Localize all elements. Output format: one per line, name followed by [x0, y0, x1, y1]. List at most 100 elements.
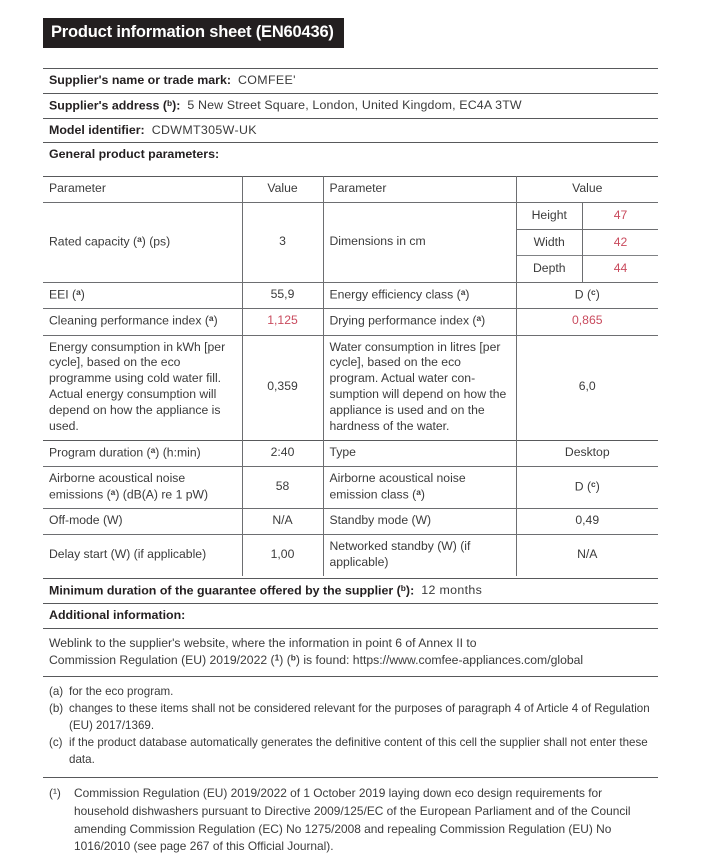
dimension-row-width: Width 42	[516, 228, 658, 256]
row-cleaning-performance: Cleaning performance index (a) 1,125 Dry…	[43, 308, 658, 336]
networked-standby-label: Networked standby (W) (if applicable)	[329, 539, 471, 570]
water-consumption-value: 6,0	[578, 379, 596, 394]
guarantee-and-notes-block: Minimum duration of the guarantee offere…	[43, 578, 658, 864]
supplier-name-value: COMFEE'	[237, 73, 296, 87]
footnote-marker-b: b	[400, 583, 406, 593]
footnote-a-text: for the eco program.	[69, 685, 174, 699]
energy-class-value: D (c)	[574, 286, 600, 302]
product-parameters-table: Parameter Value Parameter Value Rated ca…	[43, 176, 658, 576]
weblink-line-1: Weblink to the supplier's website, where…	[49, 635, 477, 650]
supplier-address-label: Supplier's address (b):	[49, 97, 181, 113]
footnote-marker-a: a	[110, 486, 116, 497]
dimension-value-height: 47	[613, 207, 628, 222]
type-label: Type	[329, 444, 356, 459]
footnote-marker-a: (a)	[49, 685, 64, 699]
delay-start-value: 1,00	[270, 547, 295, 562]
footnote-marker-a: a	[208, 313, 214, 324]
cleaning-index-label: Cleaning performance index (a)	[49, 313, 218, 328]
weblink-line-2: Commission Regulation (EU) 2019/2022 (1)…	[49, 652, 584, 667]
regulation-note-text: Commission Regulation (EU) 2019/2022 of …	[74, 785, 631, 854]
regulation-note-block: (¹) Commission Regulation (EU) 2019/2022 …	[43, 776, 658, 864]
general-parameters-row: General product parameters:	[43, 142, 658, 167]
supplier-address-row: Supplier's address (b): 5 New Street Squ…	[43, 92, 658, 118]
noise-class-label: Airborne acoustical noise emission class…	[329, 471, 466, 502]
regulation-note: (¹) Commission Regulation (EU) 2019/2022 …	[49, 785, 652, 856]
dimension-row-height: Height 47	[516, 202, 659, 229]
page-title: Product information sheet (EN60436)	[43, 18, 344, 48]
row-delay-start: Delay start (W) (if applicable) 1,00 Net…	[43, 534, 658, 576]
footnote-c: (c) if the product database automatically…	[49, 735, 652, 769]
row-rated-capacity: Rated capacity (a) (ps) 3 Dimensions in …	[43, 202, 659, 283]
footnote-marker-b: b	[166, 97, 173, 108]
footnote-marker-c: c	[591, 286, 596, 297]
program-duration-label: Program duration (a) (h:min)	[49, 444, 201, 460]
rated-capacity-value: 3	[279, 233, 286, 248]
row-program-duration: Program duration (a) (h:min) 2:40 Type D…	[43, 439, 658, 467]
supplier-name-label: Supplier's name or trade mark:	[49, 73, 231, 87]
drying-index-value: 0,865	[572, 313, 603, 328]
energy-consumption-label: Energy consumption in kWh [per cycle], b…	[49, 339, 226, 433]
row-eei: EEI (a) 55,9 Energy efficiency class (a)…	[43, 281, 658, 309]
footnote-marker-a: a	[137, 233, 142, 244]
dimensions-label: Dimensions in cm	[329, 233, 426, 248]
off-mode-label: Off-mode (W)	[49, 513, 123, 528]
eei-value: 55,9	[270, 287, 295, 302]
delay-start-label: Delay start (W) (if applicable)	[49, 547, 207, 562]
table-header-row: Parameter Value Parameter Value	[43, 176, 658, 203]
weblink-url[interactable]: ) is found: https://www.comfee-appliance…	[295, 652, 584, 667]
header-parameter-1: Parameter	[49, 181, 106, 195]
energy-consumption-value: 0,359	[267, 379, 298, 394]
footnote-b-text: changes to these items shall not be cons…	[69, 702, 650, 733]
dimension-label-width: Width	[516, 228, 583, 256]
model-identifier-label: Model identifier:	[49, 122, 145, 137]
footnote-marker-b: (b)	[49, 702, 64, 716]
footnote-marker-a: a	[460, 286, 466, 297]
networked-standby-value: N/A	[577, 547, 598, 562]
noise-class-value: D (c)	[574, 478, 600, 494]
row-energy-water-consumption: Energy consumption in kWh [per cycle], b…	[43, 334, 658, 441]
footnote-marker-a: a	[416, 486, 421, 497]
noise-emissions-label: Airborne acoustical noise emissions (a) …	[49, 471, 209, 502]
guarantee-value: 12 months	[421, 583, 483, 598]
footnote-marker-1: 1	[274, 652, 280, 663]
footnote-marker-a: a	[476, 313, 482, 324]
row-acoustical-noise: Airborne acoustical noise emissions (a) …	[43, 466, 658, 509]
dimension-value-width: 42	[582, 228, 658, 256]
weblink-row: Weblink to the supplier's website, where…	[43, 627, 658, 677]
additional-information-row: Additional information:	[43, 603, 658, 628]
header-value-2: Value	[572, 181, 603, 195]
footnote-marker-b: b	[290, 652, 296, 663]
footnote-marker-c: c	[591, 478, 596, 489]
water-consumption-label: Water consumption in litres [per cycle],…	[329, 339, 507, 433]
energy-class-label: Energy efficiency class (a)	[329, 286, 470, 302]
cleaning-index-value: 1,125	[267, 313, 298, 328]
standby-mode-value: 0,49	[575, 513, 600, 528]
additional-information-label: Additional information:	[49, 608, 186, 623]
footnotes-block: (a) for the eco program. (b) changes to th…	[43, 676, 658, 777]
noise-emissions-value: 58	[275, 479, 290, 494]
eei-label: EEI (a)	[49, 286, 85, 302]
dimension-label-depth: Depth	[516, 255, 583, 282]
footnote-a: (a) for the eco program.	[49, 684, 652, 701]
model-identifier-value: CDWMT305W-UK	[151, 122, 257, 137]
footnote-marker-a: a	[150, 444, 156, 455]
supplier-name-row: Supplier's name or trade mark: COMFEE'	[43, 68, 658, 93]
footnote-b: (b) changes to these items shall not be c…	[49, 701, 652, 735]
program-duration-value: 2:40	[270, 444, 295, 459]
type-value: Desktop	[564, 444, 610, 459]
footnote-marker-c: (c)	[49, 735, 63, 749]
general-parameters-label: General product parameters:	[49, 147, 220, 162]
footnote-c-text: if the product database automatically ge…	[69, 735, 648, 766]
standby-mode-label: Standby mode (W)	[329, 513, 432, 528]
drying-index-label: Drying performance index (a)	[329, 313, 486, 328]
dimensions-subtable: Height 47 Width 42 Depth 44	[516, 202, 659, 282]
header-value-1: Value	[267, 181, 298, 195]
dimension-row-depth: Depth 44	[516, 255, 658, 282]
footnote-marker-1: (¹)	[49, 785, 61, 800]
guarantee-row: Minimum duration of the guarantee offere…	[43, 578, 658, 603]
guarantee-label: Minimum duration of the guarantee offere…	[49, 583, 415, 598]
off-mode-value: N/A	[272, 513, 293, 528]
footnote-marker-a: a	[76, 286, 81, 297]
supplier-details-block: Supplier's name or trade mark: COMFEE' S…	[43, 68, 658, 167]
